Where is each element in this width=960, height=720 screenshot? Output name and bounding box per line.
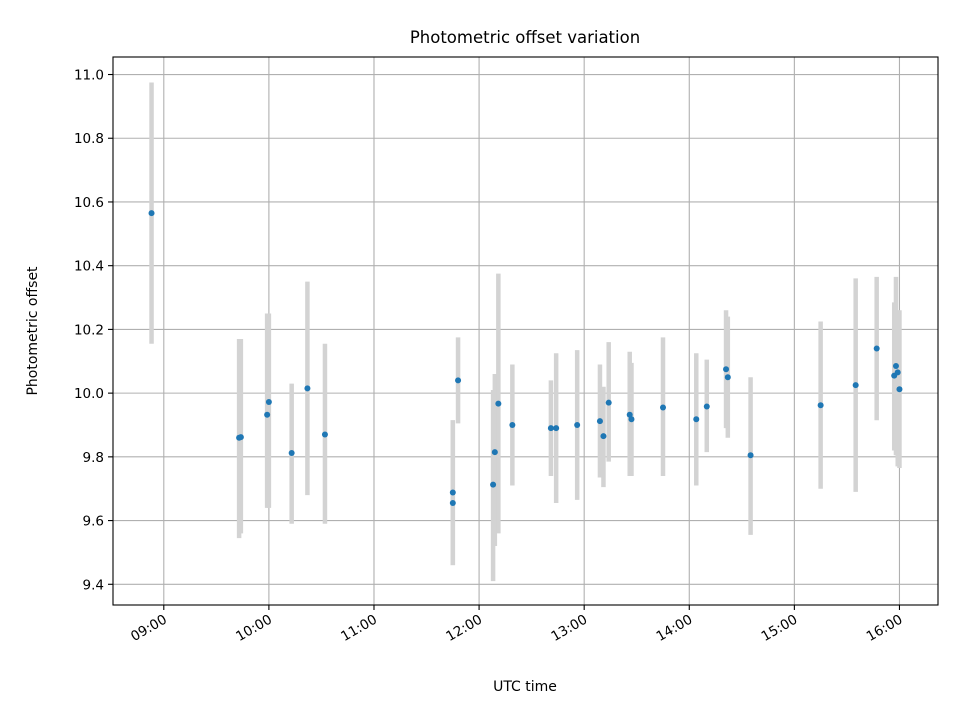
data-point — [693, 416, 700, 423]
data-point — [660, 404, 666, 411]
y-tick-label: 9.4 — [83, 577, 104, 593]
plot-frame — [112, 56, 939, 606]
data-point — [547, 425, 554, 432]
y-tick-label: 11.0 — [74, 68, 104, 84]
x-axis-label: UTC time — [493, 679, 557, 695]
y-tick-label: 10.6 — [74, 195, 104, 211]
data-point — [495, 400, 502, 407]
data-point — [605, 399, 612, 406]
data-point — [723, 366, 730, 373]
data-point — [237, 434, 244, 441]
y-tick-label: 9.8 — [83, 450, 104, 466]
data-point — [894, 369, 901, 376]
data-point — [449, 500, 456, 507]
data-point — [491, 449, 498, 456]
chart-title: Photometric offset variation — [410, 28, 640, 47]
data-point — [449, 489, 456, 496]
data-point — [509, 421, 516, 428]
y-tick-label: 10.0 — [74, 386, 104, 402]
data-point — [873, 345, 880, 352]
y-tick-label: 10.2 — [74, 322, 104, 338]
y-axis-ticks: 9.4 9.6 9.8 10.0 10.2 10.4 10.6 10.8 11.0 — [74, 68, 113, 593]
data-point — [892, 363, 899, 370]
data-point — [490, 481, 497, 488]
data-point — [574, 421, 581, 428]
data-points — [148, 210, 903, 507]
data-point — [703, 403, 710, 410]
grid — [113, 57, 938, 605]
data-point — [265, 399, 272, 406]
data-point — [455, 377, 462, 384]
data-point — [817, 402, 824, 409]
data-point — [896, 386, 903, 393]
data-point — [747, 452, 754, 459]
data-point — [553, 425, 560, 432]
y-axis-label: Photometric offset — [25, 266, 41, 396]
y-tick-label: 10.4 — [74, 259, 104, 275]
data-point — [628, 416, 635, 423]
data-point — [596, 418, 603, 425]
y-tick-label: 9.6 — [83, 514, 104, 530]
data-point — [264, 411, 271, 418]
data-point — [321, 431, 328, 438]
data-point — [304, 385, 311, 392]
data-point — [288, 450, 295, 457]
y-tick-label: 10.8 — [74, 131, 104, 147]
data-point — [724, 374, 731, 381]
data-point — [852, 382, 859, 389]
data-point — [148, 210, 155, 217]
data-point — [600, 433, 607, 440]
